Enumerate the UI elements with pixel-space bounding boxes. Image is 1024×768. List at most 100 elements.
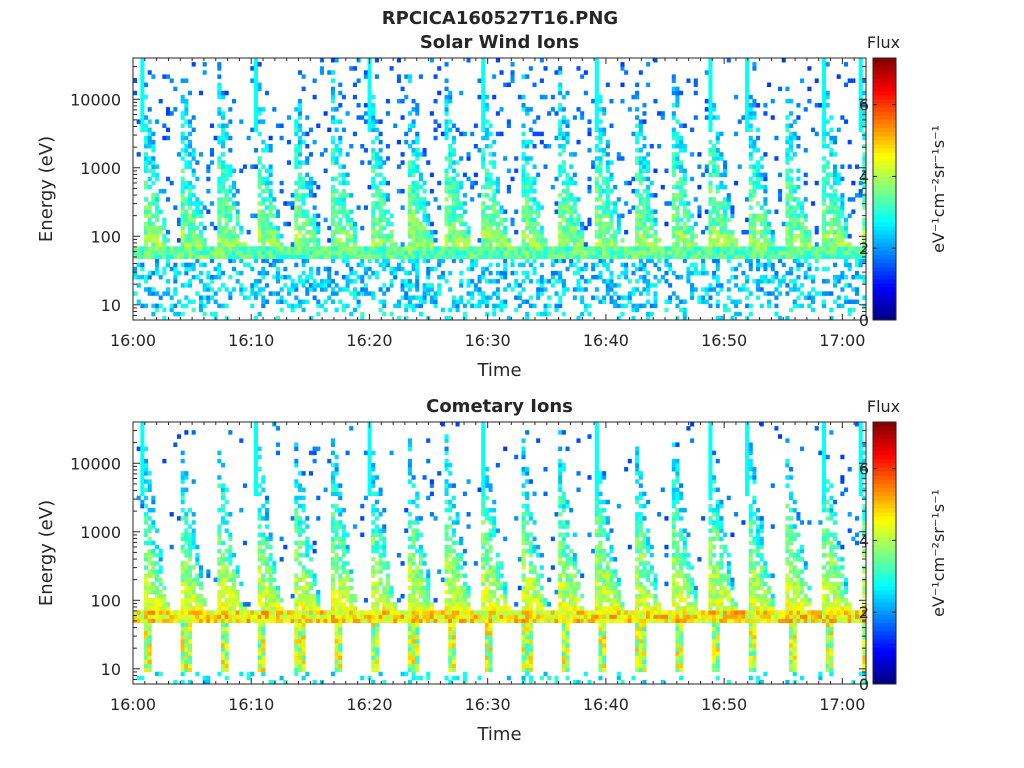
heatmap-cell	[382, 311, 387, 317]
heatmap-cell	[220, 131, 226, 137]
heatmap-cell	[330, 148, 335, 153]
heatmap-cell	[748, 221, 753, 227]
heatmap-cell	[646, 315, 651, 321]
colorbar-segment	[873, 119, 896, 124]
heatmap-cell	[521, 168, 526, 174]
heatmap-cell	[822, 299, 827, 305]
heatmap-cell	[715, 115, 720, 120]
heatmap-cell	[330, 160, 335, 165]
heatmap-cell	[481, 82, 486, 88]
heatmap-cell	[547, 303, 552, 309]
heatmap-cell	[708, 254, 713, 259]
heatmap-cell	[301, 242, 306, 247]
heatmap-cell	[268, 189, 273, 194]
heatmap-cell	[858, 123, 863, 128]
heatmap-cell	[187, 160, 193, 165]
heatmap-cell	[462, 315, 467, 321]
heatmap-cell	[275, 279, 281, 284]
heatmap-cell	[532, 254, 537, 259]
heatmap-cell	[528, 139, 533, 145]
heatmap-cell	[635, 107, 640, 112]
heatmap-cell	[217, 598, 222, 603]
heatmap-cell	[144, 643, 149, 648]
heatmap-cell	[356, 291, 361, 296]
heatmap-cell	[400, 266, 405, 272]
heatmap-cell	[473, 258, 478, 264]
heatmap-cell	[184, 618, 189, 623]
heatmap-cell	[180, 565, 185, 570]
heatmap-cell	[499, 217, 504, 223]
heatmap-cell	[789, 209, 794, 214]
heatmap-cell	[415, 103, 420, 108]
heatmap-cell	[609, 213, 614, 219]
heatmap-cell	[477, 279, 482, 284]
heatmap-cell	[829, 201, 834, 206]
heatmap-cell	[151, 303, 156, 309]
heatmap-cell	[814, 291, 819, 296]
heatmap-cell	[250, 213, 255, 219]
heatmap-cell	[411, 98, 416, 104]
heatmap-cell	[616, 295, 621, 300]
heatmap-cell	[385, 197, 390, 202]
heatmap-cell	[140, 422, 145, 427]
heatmap-cell	[679, 180, 684, 186]
heatmap-cell	[371, 291, 376, 296]
heatmap-cell	[598, 107, 603, 112]
heatmap-cell	[481, 107, 486, 112]
heatmap-cell	[367, 254, 372, 259]
heatmap-cell	[352, 221, 357, 227]
heatmap-cell	[521, 107, 526, 112]
heatmap-cell	[334, 119, 339, 124]
heatmap-cell	[147, 127, 152, 133]
heatmap-cell	[466, 250, 471, 255]
heatmap-cell	[719, 156, 724, 161]
heatmap-cell	[712, 270, 717, 276]
heatmap-cell	[202, 303, 207, 309]
heatmap-cell	[407, 189, 412, 194]
heatmap-cell	[627, 250, 632, 255]
heatmap-cell	[616, 156, 621, 161]
heatmap-cell	[396, 315, 401, 321]
heatmap-cell	[231, 258, 237, 264]
heatmap-cell	[594, 234, 599, 239]
heatmap-cell	[855, 250, 860, 255]
heatmap-cell	[561, 94, 566, 100]
heatmap-cell	[147, 229, 152, 235]
heatmap-cell	[253, 164, 259, 169]
heatmap-cell	[451, 295, 456, 300]
heatmap-cell	[525, 111, 530, 116]
heatmap-cell	[624, 250, 629, 255]
heatmap-cell	[635, 225, 640, 231]
heatmap-cell	[459, 180, 464, 186]
heatmap-cell	[169, 78, 174, 83]
heatmap-cell	[330, 254, 335, 259]
heatmap-cell	[822, 70, 827, 75]
heatmap-cell	[209, 614, 215, 619]
heatmap-cell	[220, 610, 226, 615]
heatmap-cell	[367, 246, 372, 251]
heatmap-cell	[602, 238, 607, 243]
heatmap-cell	[275, 266, 281, 272]
heatmap-cell	[136, 299, 141, 305]
heatmap-cell	[525, 176, 530, 182]
heatmap-cell	[785, 283, 790, 288]
heatmap-cell	[301, 283, 306, 288]
heatmap-cell	[305, 258, 310, 264]
heatmap-cell	[180, 614, 185, 619]
heatmap-cell	[528, 262, 533, 268]
heatmap-cell	[151, 589, 156, 595]
heatmap-cell	[752, 164, 757, 169]
heatmap-cell	[220, 172, 226, 178]
heatmap-cell	[147, 540, 152, 546]
heatmap-cell	[393, 242, 398, 247]
heatmap-cell	[836, 205, 841, 210]
heatmap-cell	[195, 205, 200, 210]
heatmap-cell	[587, 221, 592, 227]
heatmap-cell	[415, 262, 420, 268]
heatmap-cell	[136, 610, 141, 615]
heatmap-cell	[144, 516, 149, 521]
heatmap-cell	[301, 221, 306, 227]
heatmap-cell	[789, 307, 794, 313]
heatmap-cell	[275, 254, 281, 259]
heatmap-cell	[220, 197, 226, 202]
